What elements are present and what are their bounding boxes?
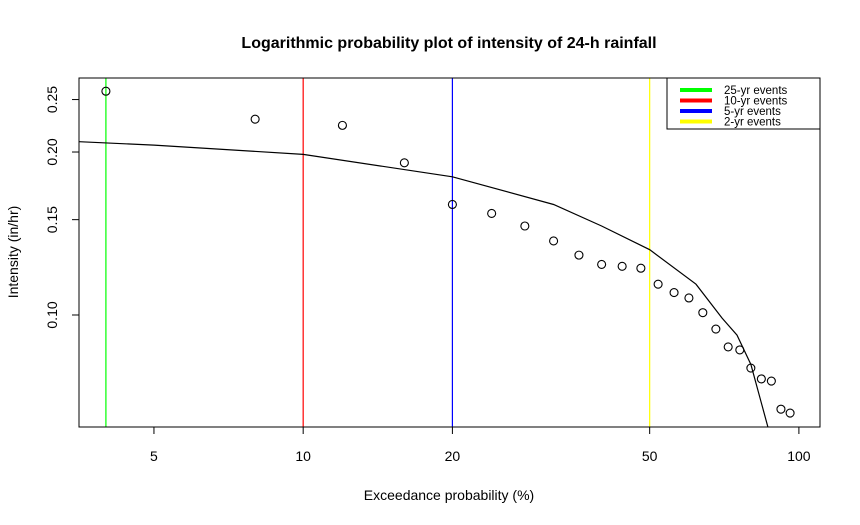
data-point (698, 308, 708, 318)
y-tick-label: 0.15 (44, 206, 60, 233)
data-point (756, 374, 766, 384)
y-tick-label: 0.20 (44, 138, 60, 165)
data-point (776, 404, 786, 414)
data-point (636, 263, 646, 273)
legend-label: 2-yr events (724, 117, 781, 129)
data-point (746, 363, 756, 373)
data-point (669, 288, 679, 298)
data-point (101, 86, 111, 96)
data-point (766, 376, 776, 386)
x-tick-label: 10 (295, 448, 311, 464)
data-point (597, 259, 607, 269)
data-point (723, 342, 733, 352)
data-point (617, 261, 627, 271)
data-point (785, 408, 795, 418)
data-point (520, 221, 530, 231)
x-tick-label: 5 (150, 448, 158, 464)
x-axis-label: Exceedance probability (%) (364, 487, 534, 503)
data-point (653, 279, 663, 289)
data-point (711, 324, 721, 334)
data-point (735, 345, 745, 355)
data-point (399, 158, 409, 168)
data-point (549, 236, 559, 246)
x-tick-label: 100 (787, 448, 811, 464)
plot-frame (78, 77, 821, 428)
chart-title: Logarithmic probability plot of intensit… (241, 35, 656, 52)
legend-label: 5-yr events (724, 106, 781, 118)
data-point (487, 208, 497, 219)
fit-curve (79, 141, 769, 427)
legend-label: 25-yr events (724, 85, 788, 97)
x-tick-label: 20 (445, 448, 461, 464)
y-axis-label: Intensity (in/hr) (5, 206, 21, 299)
data-point (684, 293, 694, 303)
legend-label: 10-yr events (724, 96, 788, 108)
y-tick-label: 0.10 (44, 301, 60, 328)
x-tick-label: 50 (642, 448, 658, 464)
data-point (337, 120, 347, 130)
y-tick-label: 0.25 (44, 86, 60, 113)
data-point (250, 114, 260, 124)
data-point (574, 250, 584, 260)
data-point (447, 199, 457, 210)
